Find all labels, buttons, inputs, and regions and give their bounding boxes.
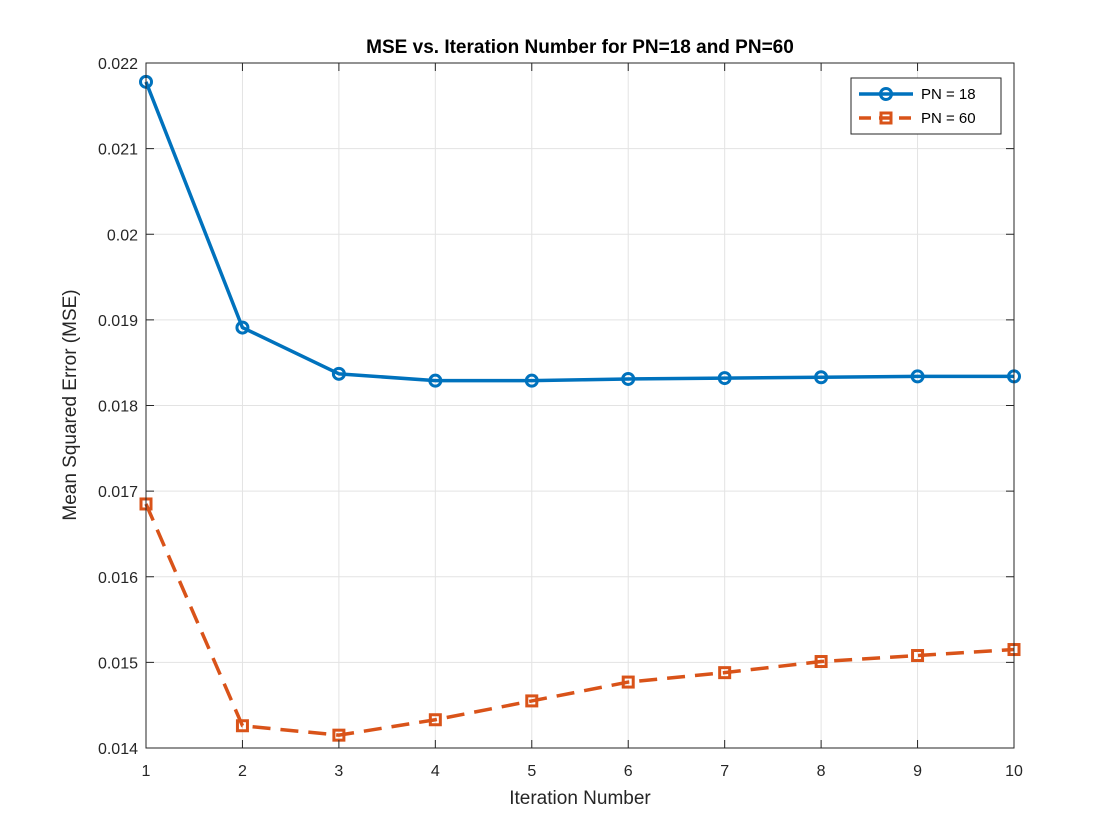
legend: PN = 18 PN = 60 (850, 77, 1002, 135)
series-line (144, 503, 1015, 737)
y-tick-label: 0.019 (98, 313, 138, 330)
y-tick-label: 0.016 (98, 570, 138, 587)
y-tick-label: 0.022 (98, 56, 138, 73)
x-tick-label: 4 (431, 763, 440, 780)
y-axis-label: Mean Squared Error (MSE) (60, 289, 81, 520)
x-tick-label: 3 (334, 763, 343, 780)
axis-ticks: 1 2 3 4 5 6 7 8 9 10 0.014 0.015 0.016 0.017 0.018 0.01… (98, 56, 1023, 780)
data-point-marker (331, 366, 346, 381)
y-tick-label: 0.017 (98, 484, 138, 501)
legend-marker (879, 87, 893, 101)
legend-label: PN = 60 (921, 110, 976, 127)
x-tick-label: 6 (624, 763, 633, 780)
series-line (144, 81, 1014, 383)
chart-title: MSE vs. Iteration Number for PN=18 and P… (366, 37, 794, 58)
data-point-marker (910, 369, 925, 384)
series-0 (139, 74, 1021, 388)
x-tick-label: 10 (1005, 763, 1023, 780)
data-point-marker (911, 649, 925, 663)
x-tick-label: 5 (527, 763, 536, 780)
data-point-marker (524, 373, 539, 388)
data-point-marker (814, 655, 828, 669)
x-tick-label: 1 (142, 763, 151, 780)
legend-entry: PN = 60 (859, 110, 976, 127)
y-tick-label: 0.021 (98, 142, 138, 159)
data-point-marker (621, 371, 636, 386)
legend-label: PN = 18 (921, 86, 976, 103)
legend-entry: PN = 18 (859, 86, 976, 103)
data-point-marker (235, 320, 250, 335)
y-tick-label: 0.014 (98, 741, 138, 758)
y-tick-label: 0.018 (98, 399, 138, 416)
y-tick-label: 0.02 (107, 227, 138, 244)
x-tick-label: 8 (817, 763, 826, 780)
x-tick-label: 7 (720, 763, 729, 780)
legend-box (850, 77, 1002, 135)
x-axis-label: Iteration Number (509, 788, 651, 809)
data-point-marker (718, 666, 732, 680)
data-point-marker (525, 694, 539, 708)
data-point-marker (717, 371, 732, 386)
data-point-marker (428, 373, 443, 388)
x-tick-label: 9 (913, 763, 922, 780)
y-tick-label: 0.015 (98, 655, 138, 672)
data-point-marker (235, 719, 249, 733)
data-point-marker (814, 370, 829, 385)
data-point-marker (621, 675, 635, 689)
data-point-marker (428, 713, 442, 727)
legend-marker (879, 111, 893, 125)
x-tick-label: 2 (238, 763, 247, 780)
